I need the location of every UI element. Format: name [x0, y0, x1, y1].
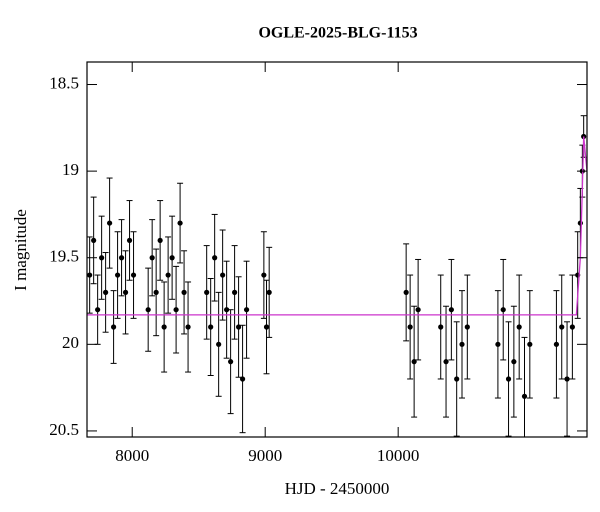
- x-tick-label: 10000: [377, 446, 420, 465]
- data-point: [220, 272, 226, 278]
- data-point: [407, 324, 413, 330]
- data-point: [145, 307, 151, 313]
- data-point: [114, 272, 121, 278]
- data-point: [110, 324, 117, 330]
- data-point: [459, 341, 465, 347]
- data-point: [438, 324, 444, 330]
- data-point: [107, 220, 113, 226]
- data-point: [564, 376, 570, 382]
- data-point: [181, 289, 187, 295]
- y-tick-label: 20: [62, 333, 79, 352]
- data-point: [91, 237, 97, 244]
- data-point: [500, 307, 506, 313]
- data-point: [216, 341, 222, 347]
- x-tick-label: 9000: [248, 446, 282, 465]
- data-point: [165, 272, 171, 278]
- data-point: [177, 220, 183, 226]
- data-point: [516, 324, 522, 330]
- plot-area: [87, 115, 587, 437]
- plot-frame: [86, 61, 588, 438]
- data-point: [403, 289, 409, 295]
- data-point: [243, 307, 250, 313]
- x-tick-label: 8000: [115, 446, 149, 465]
- data-point: [204, 289, 210, 295]
- data-point: [559, 324, 565, 330]
- data-point: [208, 324, 214, 330]
- data-point: [99, 255, 105, 261]
- data-point: [553, 341, 560, 347]
- data-point: [228, 359, 234, 365]
- y-tick-label: 19.5: [49, 247, 79, 266]
- data-point: [157, 237, 163, 244]
- data-point: [527, 341, 533, 347]
- data-point: [454, 376, 460, 382]
- y-tick-label: 18.5: [49, 73, 79, 92]
- data-point: [95, 307, 101, 313]
- data-point: [448, 307, 454, 313]
- data-point: [173, 307, 179, 313]
- data-point: [495, 341, 501, 347]
- data-point: [153, 289, 159, 295]
- data-point: [161, 324, 167, 330]
- y-tick-label: 20.5: [49, 420, 79, 439]
- data-point: [239, 376, 246, 382]
- data-point: [87, 272, 93, 278]
- y-tick-label: 19: [62, 160, 79, 179]
- data-point: [464, 324, 470, 330]
- data-point: [569, 324, 575, 330]
- data-point: [577, 220, 583, 226]
- data-point: [118, 255, 125, 261]
- data-point: [415, 307, 421, 313]
- data-point: [103, 289, 109, 295]
- model-curve: [87, 136, 587, 316]
- chart-title: OGLE-2025-BLG-1153: [258, 25, 417, 42]
- data-point: [212, 255, 218, 261]
- data-point: [126, 237, 133, 244]
- data-point: [261, 272, 267, 278]
- data-point: [130, 272, 137, 278]
- data-point: [443, 359, 449, 365]
- data-point: [263, 324, 270, 330]
- data-point: [122, 289, 129, 295]
- data-point: [521, 393, 528, 399]
- y-axis-label: I magnitude: [11, 209, 30, 291]
- data-point: [232, 289, 238, 295]
- data-point: [266, 289, 272, 295]
- data-point: [505, 376, 512, 382]
- data-point: [169, 255, 175, 261]
- data-point: [511, 359, 517, 365]
- data-point: [224, 307, 230, 313]
- data-point: [185, 324, 191, 330]
- x-axis-label: HJD - 2450000: [285, 479, 390, 498]
- data-point: [149, 255, 155, 261]
